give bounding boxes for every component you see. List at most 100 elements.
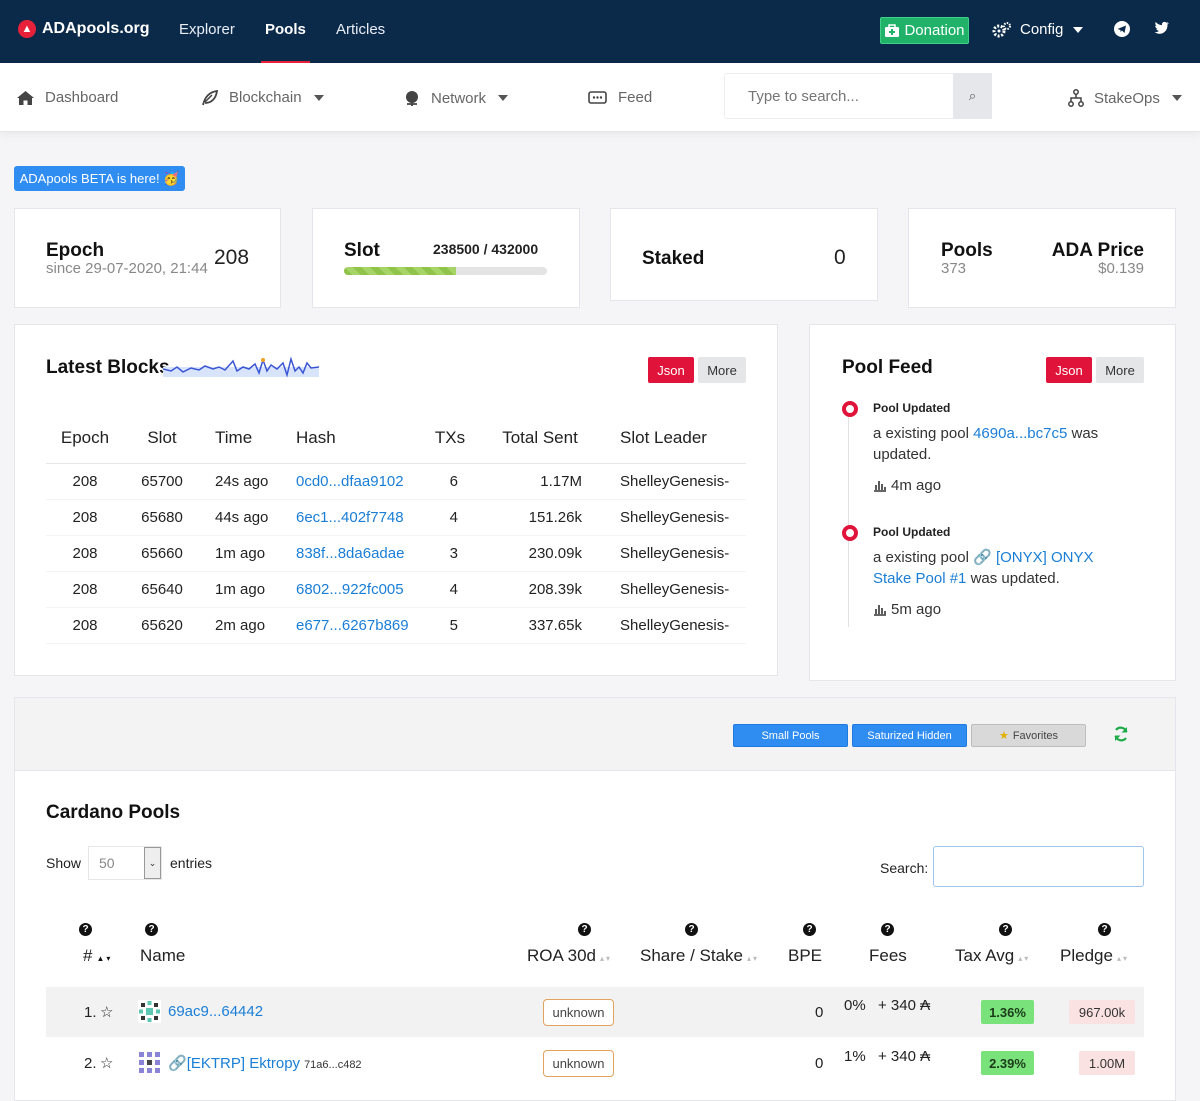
search-input[interactable] [724,73,954,119]
col-slot[interactable]: Slot [124,417,200,464]
block-slot: 65700 [124,463,200,500]
col-tax-avg[interactable]: Tax Avg ▴▾ [955,946,1030,966]
col-total-sent[interactable]: Total Sent [480,417,600,464]
col-epoch[interactable]: Epoch [46,417,124,464]
col-txs[interactable]: TXs [420,417,480,464]
block-total-sent: 337.65k [480,607,600,644]
block-txs: 3 [420,535,480,572]
sort-icon: ▴▾ [600,954,613,963]
pool-link[interactable]: 4690a...bc7c5 [973,425,1068,442]
sort-icon: ▴▾ [1018,954,1031,963]
roa-badge: unknown [543,1050,614,1077]
site-logo[interactable]: ▲ ADApools.org [18,20,150,38]
block-hash-link[interactable]: 6ec1...402f7748 [296,508,404,526]
pool-link[interactable]: 🔗 [ONYX] ONYX Stake Pool #1 [873,549,1093,587]
epoch-value: 208 [214,246,250,269]
block-hash-link[interactable]: e677...6267b869 [296,616,409,634]
chevron-down-icon [1073,26,1084,33]
table-row[interactable]: 208 65660 1m ago 838f...8da6adae 3 230.09k She… [46,535,746,572]
help-icon[interactable]: ? [803,923,816,936]
help-icon[interactable]: ? [1098,923,1111,936]
nav-stakeops[interactable]: StakeOps [1068,89,1182,107]
nav-articles[interactable]: Articles [336,21,386,38]
block-hash-link[interactable]: 0cd0...dfaa9102 [296,472,404,490]
help-icon[interactable]: ? [145,923,158,936]
nav-dashboard[interactable]: Dashboard [16,89,118,106]
table-search-input[interactable] [933,846,1144,887]
col-pledge[interactable]: Pledge ▴▾ [1060,946,1129,966]
logo-text: ADApools.org [42,20,150,37]
help-icon[interactable]: ? [881,923,894,936]
block-hash: 6ec1...402f7748 [280,499,420,536]
block-hash-link[interactable]: 838f...8da6adae [296,544,405,562]
pledge-badge: 967.00k [1069,1000,1135,1024]
nav-network[interactable]: Network [403,89,509,107]
block-slot-leader: ShelleyGenesis- [600,607,746,644]
nav-feed[interactable]: Feed [588,89,652,106]
col-fees[interactable]: Fees [869,946,907,965]
feed-text-suffix: was updated. [970,570,1060,587]
twitter-icon[interactable] [1153,21,1169,39]
block-slot: 65640 [124,571,200,608]
block-time: 2m ago [200,607,280,644]
feed-more-button[interactable]: More [1096,357,1144,383]
table-row[interactable]: 208 65640 1m ago 6802...922fc005 4 208.39k She… [46,571,746,608]
help-icon[interactable]: ? [79,923,92,936]
block-txs: 6 [420,463,480,500]
slot-progress-fill [344,267,457,275]
blocks-more-button[interactable]: More [698,357,746,383]
entries-select[interactable]: 50 ⌄ [88,846,162,880]
telegram-icon[interactable] [1114,21,1130,41]
favorite-star-icon[interactable]: ☆ [100,1055,114,1072]
fee-fixed: + 340 ₳ [878,997,931,1014]
donation-button[interactable]: Donation [880,17,969,44]
tax-avg-badge: 2.39% [981,1051,1034,1075]
favorites-button[interactable]: ★ Favorites [971,724,1086,747]
col-roa-label: ROA 30d [527,946,596,965]
sort-icon: ▴▾ [747,954,760,963]
col-share-stake[interactable]: Share / Stake ▴▾ [640,946,759,966]
help-icon[interactable]: ? [999,923,1012,936]
config-dropdown[interactable]: Config [992,21,1084,38]
chart-bar-icon [874,481,886,492]
col-bpe[interactable]: BPE [788,946,823,965]
table-row[interactable]: 208 65700 24s ago 0cd0...dfaa9102 6 1.17M Shel… [46,463,746,500]
nav-explorer[interactable]: Explorer [179,21,235,38]
favorite-star-icon[interactable]: ☆ [100,1004,114,1021]
block-total-sent: 230.09k [480,535,600,572]
col-time[interactable]: Time [200,417,280,464]
nav-network-label: Network [431,89,487,107]
col-roa[interactable]: ROA 30d ▴▾ [527,946,612,966]
saturized-hidden-button[interactable]: Saturized Hidden [852,724,967,747]
feed-json-button[interactable]: Json [1046,357,1092,383]
table-row[interactable]: 1. ☆ 69ac9...64442 unknown 0 0% + 340 ₳ … [46,987,1144,1037]
nav-pools[interactable]: Pools [261,21,310,63]
refresh-icon[interactable] [1113,726,1129,742]
table-row[interactable]: 208 65620 2m ago e677...6267b869 5 337.65k She… [46,607,746,644]
help-icon[interactable]: ? [578,923,591,936]
table-row[interactable]: 208 65680 44s ago 6ec1...402f7748 4 151.26k Sh… [46,499,746,536]
pool-name-link[interactable]: 69ac9...64442 [168,1003,264,1020]
table-row[interactable]: 2. ☆ 🔗[EKTRP] Ektropy 71a6...c482 unknow… [46,1038,1144,1088]
beta-banner[interactable]: ADApools BETA is here! 🥳 [14,166,185,191]
col-hash[interactable]: Hash [280,417,420,464]
chevron-down-icon [313,94,324,101]
search-button[interactable]: ⌕ [953,73,992,119]
config-label: Config [1020,21,1064,38]
block-total-sent: 1.17M [480,463,600,500]
col-rank[interactable]: # ▲▾ [83,946,112,966]
block-slot: 65660 [124,535,200,572]
col-name[interactable]: Name [140,946,186,965]
feed-item-text: a existing pool 🔗 [ONYX] ONYX Stake Pool… [873,547,1135,589]
col-slot-leader[interactable]: Slot Leader [600,417,746,464]
small-pools-button[interactable]: Small Pools [733,724,848,747]
help-icon[interactable]: ? [685,923,698,936]
blocks-json-button[interactable]: Json [648,357,694,383]
feed-item-time: 4m ago [873,477,941,494]
col-share-label: Share / Stake [640,946,744,965]
block-hash: 0cd0...dfaa9102 [280,463,420,500]
nav-blockchain[interactable]: Blockchain [201,89,324,106]
block-hash-link[interactable]: 6802...922fc005 [296,580,404,598]
block-epoch: 208 [46,535,124,572]
pool-name-link[interactable]: 🔗[EKTRP] Ektropy [168,1054,300,1072]
